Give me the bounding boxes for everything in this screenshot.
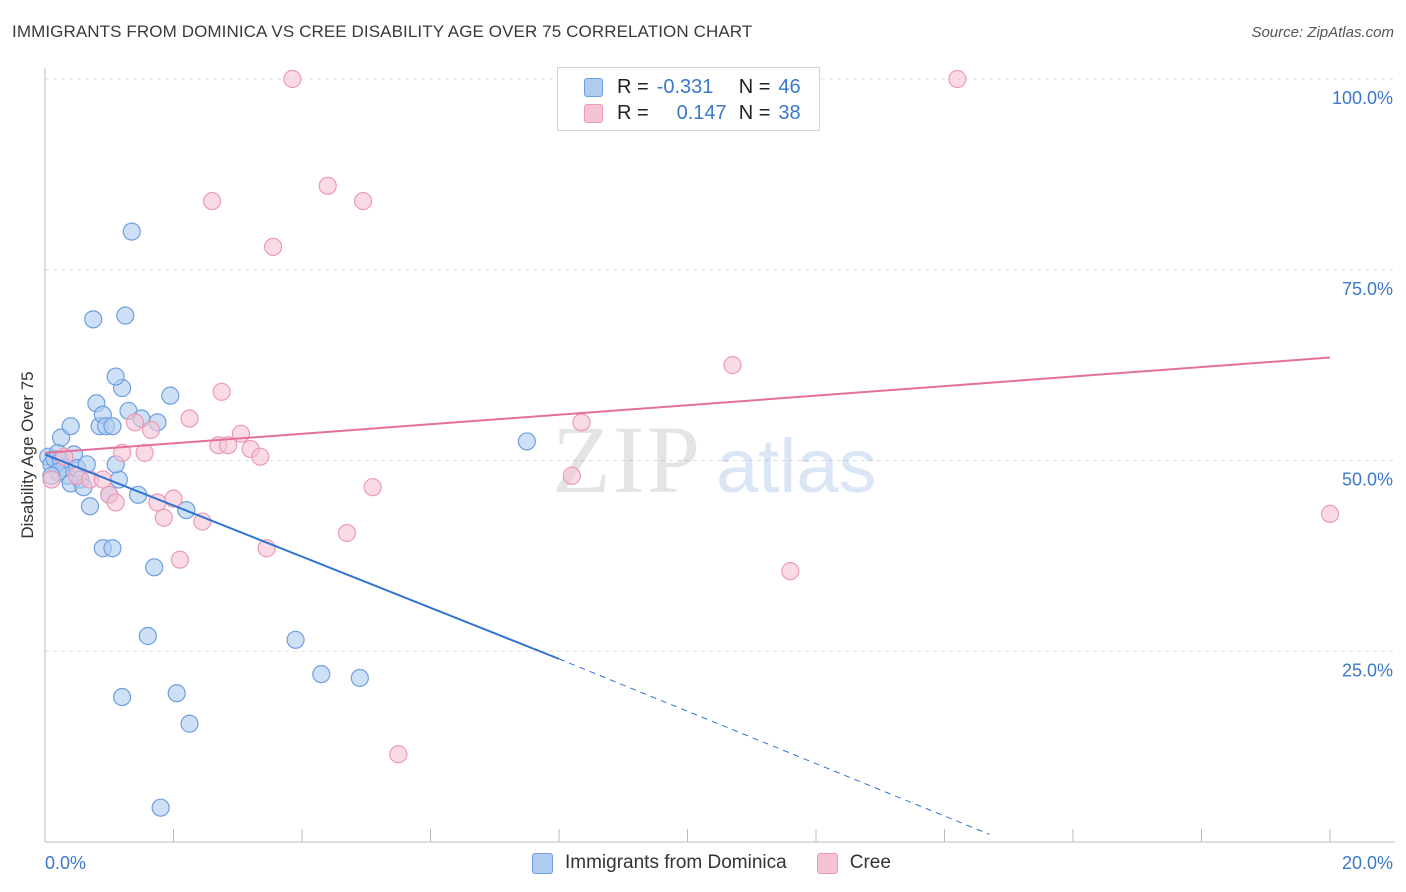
watermark: ZIP atlas: [552, 406, 877, 513]
data-point: [125, 413, 145, 432]
data-point: [350, 668, 369, 688]
data-point: [145, 558, 164, 577]
data-point: [353, 191, 373, 211]
legend-n-value: 46: [778, 75, 801, 98]
data-point: [112, 443, 132, 462]
legend-row-dominica: R = -0.331 N = 46: [584, 75, 801, 99]
y-tick-label: 75.0%: [1342, 279, 1393, 299]
data-point: [161, 386, 180, 405]
trendlines: [44, 356, 1331, 835]
data-point: [517, 432, 536, 451]
data-point: [135, 443, 154, 462]
data-point: [202, 191, 222, 211]
data-point: [263, 237, 283, 256]
data-point: [283, 69, 302, 89]
data-point: [154, 508, 173, 527]
trendline-dominica-extension: [558, 658, 990, 835]
data-point: [84, 310, 103, 329]
series-cree: [42, 69, 1340, 764]
y-tick-label: 100.0%: [1332, 88, 1393, 108]
data-point: [193, 512, 212, 531]
legend-swatch-pink: [584, 103, 603, 123]
data-point: [180, 714, 199, 733]
legend-label-cree: Cree: [849, 852, 891, 873]
data-point: [572, 413, 591, 432]
legend-r-value: -0.331: [656, 75, 714, 98]
legend-n-label: N =: [738, 75, 771, 98]
data-point: [363, 478, 382, 497]
x-tick-label: 0.0%: [45, 853, 86, 873]
legend-label-dominica: Immigrants from Dominica: [565, 852, 787, 873]
y-axis-label: Disability Age Over 75: [18, 371, 37, 538]
data-point: [116, 306, 135, 325]
data-point: [106, 367, 125, 386]
data-point: [170, 550, 190, 569]
data-point: [1320, 504, 1340, 524]
data-point: [212, 382, 231, 401]
legend-r-label: R =: [617, 101, 649, 124]
data-point: [141, 420, 161, 440]
tick-labels: 100.0% 75.0% 50.0% 25.0% 0.0% 20.0%: [45, 88, 1393, 873]
data-point: [151, 798, 170, 817]
legend-swatch-blue: [584, 77, 603, 97]
legend-r-label: R =: [617, 75, 649, 98]
watermark-atlas: atlas: [716, 424, 877, 509]
data-point: [103, 539, 122, 558]
legend-item-cree[interactable]: Cree: [816, 852, 891, 874]
y-tick-label: 25.0%: [1342, 660, 1393, 680]
series-immigrants-from-dominica: [39, 222, 536, 817]
data-point: [103, 417, 122, 436]
data-point: [42, 470, 61, 489]
legend-row-cree: R = 0.147 N = 38: [584, 101, 801, 125]
data-point: [61, 417, 80, 436]
gridlines: [45, 78, 1395, 652]
data-point: [138, 626, 157, 646]
trendline-cree: [44, 356, 1331, 454]
legend-swatch-blue: [532, 852, 553, 874]
legend-item-dominica[interactable]: Immigrants from Dominica: [532, 852, 787, 874]
x-tick-label: 20.0%: [1342, 853, 1393, 873]
legend-swatch-pink: [816, 852, 838, 874]
legend-r-value: 0.147: [676, 101, 727, 124]
data-point: [251, 447, 270, 466]
trendline-dominica: [44, 453, 560, 660]
data-point: [180, 409, 199, 428]
data-point: [112, 687, 132, 707]
y-tick-label: 50.0%: [1342, 470, 1393, 490]
data-point: [723, 356, 742, 375]
data-point: [318, 176, 337, 195]
legend-n-label: N =: [738, 101, 771, 124]
stats-legend: R = -0.331 N = 46 R = 0.147 N = 38: [557, 67, 820, 131]
data-point: [167, 684, 186, 703]
data-point: [312, 665, 331, 684]
data-point: [80, 497, 100, 516]
data-point: [562, 466, 581, 485]
data-point: [122, 222, 141, 241]
data-point: [219, 436, 238, 455]
chart-title: IMMIGRANTS FROM DOMINICA VS CREE DISABIL…: [12, 22, 753, 41]
data-point: [781, 562, 800, 581]
legend-n-value: 38: [778, 101, 801, 124]
data-point: [389, 745, 408, 764]
bottom-legend: Immigrants from Dominica Cree: [532, 852, 921, 874]
data-point: [948, 69, 967, 89]
data-point: [286, 630, 305, 649]
data-point: [106, 493, 125, 512]
source-label: Source: ZipAtlas.com: [1251, 24, 1394, 41]
data-point: [337, 523, 357, 543]
